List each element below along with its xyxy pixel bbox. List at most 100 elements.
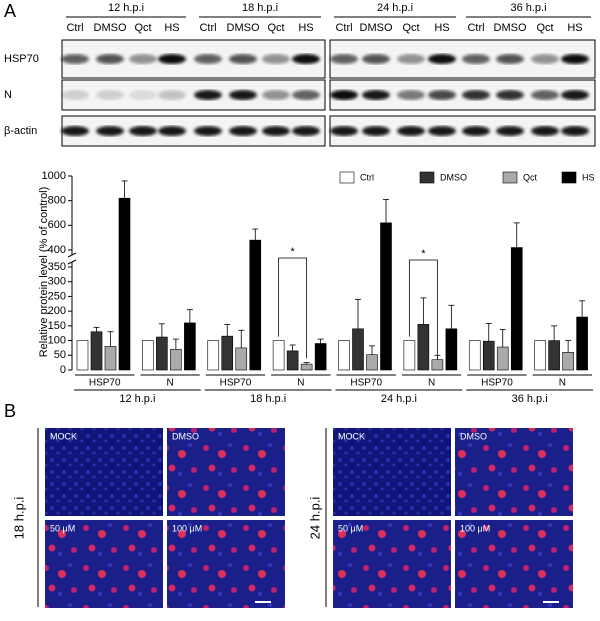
band xyxy=(428,126,456,136)
bar xyxy=(403,340,416,371)
band xyxy=(496,54,524,64)
bar xyxy=(314,343,327,371)
y-tick-label: 600 xyxy=(48,219,66,231)
chart: Relative protein level (% of control) 0 5… xyxy=(38,170,595,405)
bar xyxy=(380,222,392,371)
band xyxy=(362,126,390,136)
bar xyxy=(352,328,364,371)
lane-label: Ctrl xyxy=(335,22,352,34)
blot: 12 h.p.i Ctrl DMSO Qct HS 18 h.p.i Ctrl DMSO Qct… xyxy=(4,2,596,147)
bar xyxy=(417,324,430,371)
band xyxy=(531,54,559,64)
bar xyxy=(142,340,154,371)
micrograph xyxy=(455,428,573,516)
lane-label: Qct xyxy=(402,22,419,34)
y-tick-label: 300 xyxy=(48,276,66,288)
bar xyxy=(300,363,313,371)
band xyxy=(61,54,89,64)
annotation: * xyxy=(421,248,426,260)
axis-break xyxy=(67,259,77,265)
band xyxy=(96,126,124,136)
tile-label: 100 μM xyxy=(460,523,490,533)
bar xyxy=(104,346,117,371)
band xyxy=(229,126,257,136)
band xyxy=(262,126,290,136)
row-label: β-actin xyxy=(4,125,37,137)
lane-label: Qct xyxy=(267,22,284,34)
tile-label: 50 μM xyxy=(50,523,75,533)
legend-swatch xyxy=(561,171,577,184)
panel-label: B xyxy=(4,401,16,421)
band xyxy=(229,54,257,64)
legend-label: HS xyxy=(582,172,595,182)
legend-label: Qct xyxy=(523,172,538,182)
lane-label: Qct xyxy=(134,22,151,34)
bar xyxy=(221,335,234,371)
group-label: 24 h.p.i xyxy=(377,2,413,14)
bar xyxy=(235,347,248,371)
band xyxy=(397,90,425,100)
bar xyxy=(76,340,89,371)
lane-label: HS xyxy=(298,22,313,34)
band xyxy=(496,90,524,100)
lane-label: HS xyxy=(567,22,582,34)
micrograph xyxy=(455,520,573,608)
micrograph xyxy=(333,428,451,516)
row-label: HSP70 xyxy=(4,53,39,65)
significance-bracket xyxy=(278,257,308,359)
band xyxy=(397,54,425,64)
lane-label: Ctrl xyxy=(66,22,83,34)
legend-swatch xyxy=(339,171,355,184)
band xyxy=(561,90,589,100)
band xyxy=(462,126,490,136)
micrograph xyxy=(167,520,285,608)
bar xyxy=(170,349,182,371)
group-label: 24 h.p.i xyxy=(381,393,417,405)
band xyxy=(61,90,89,100)
bar xyxy=(249,239,262,371)
band xyxy=(129,90,157,100)
bar xyxy=(184,322,196,371)
band xyxy=(462,90,490,100)
micrograph xyxy=(333,520,451,608)
band xyxy=(561,126,589,136)
band xyxy=(428,54,456,64)
y-tick-label: 1000 xyxy=(42,170,66,182)
group-label: 18 h.p.i xyxy=(250,393,286,405)
y-tick-label: 400 xyxy=(48,244,66,256)
x-tick-label: HSP70 xyxy=(481,378,513,389)
group-label: 12 h.p.i xyxy=(108,2,144,14)
band xyxy=(428,90,456,100)
band xyxy=(330,90,358,100)
band xyxy=(262,90,290,100)
band xyxy=(292,54,320,64)
bar xyxy=(534,340,546,371)
y-axis-label: Relative protein level (% of control) xyxy=(38,187,50,358)
tile-label: DMSO xyxy=(172,431,199,441)
band xyxy=(61,126,89,136)
legend-label: Ctrl xyxy=(360,172,374,182)
significance-bracket xyxy=(408,259,438,359)
band xyxy=(194,90,222,100)
band xyxy=(362,90,390,100)
bar xyxy=(482,340,495,371)
band xyxy=(462,54,490,64)
y-tick-label: 150 xyxy=(48,320,66,332)
tile-label: 100 μM xyxy=(172,523,202,533)
axis-break xyxy=(67,252,77,258)
lane-label: DMSO xyxy=(94,22,127,34)
row-label: N xyxy=(4,89,12,101)
x-tick-label: N xyxy=(559,378,566,389)
lane-label: Ctrl xyxy=(467,22,484,34)
lane-label: HS xyxy=(434,22,449,34)
band xyxy=(129,54,157,64)
band xyxy=(397,126,425,136)
y-tick-label: 100 xyxy=(48,334,66,346)
band xyxy=(194,54,222,64)
tile-label: 50 μM xyxy=(338,523,363,533)
legend-swatch xyxy=(502,171,518,184)
band xyxy=(96,54,124,64)
band xyxy=(531,90,559,100)
micrographs: 18 h.p.i MOCK DMSO 50 μM 100 μM 24 h.p.i MOCK D… xyxy=(11,428,573,608)
